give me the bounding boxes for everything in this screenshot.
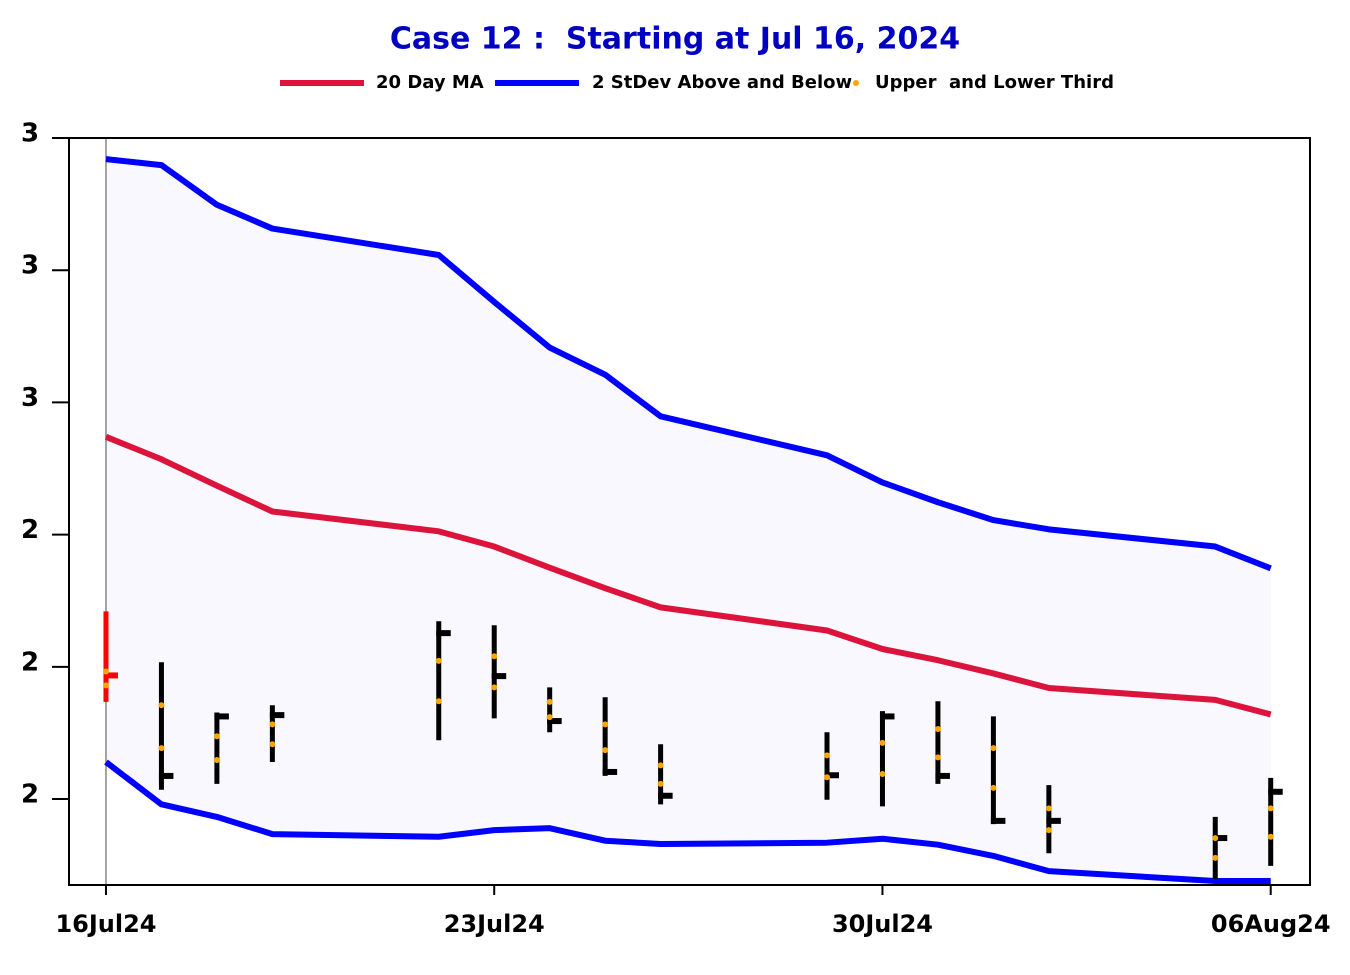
third-dot	[213, 733, 220, 740]
third-dot	[102, 682, 109, 689]
legend-swatch	[853, 80, 859, 86]
x-tick-label: 16Jul24	[55, 910, 156, 938]
third-dot	[879, 770, 886, 777]
y-tick-label: 2	[21, 780, 39, 810]
third-dot	[491, 653, 498, 660]
x-tick-label: 23Jul24	[444, 910, 545, 938]
third-dot	[435, 698, 442, 705]
third-dot	[990, 745, 997, 752]
third-dot	[934, 754, 941, 761]
third-dot	[435, 657, 442, 664]
chart-title: Case 12 : Starting at Jul 16, 2024	[390, 22, 960, 57]
third-dot	[602, 747, 609, 754]
y-tick-label: 2	[21, 515, 39, 545]
third-dot	[879, 739, 886, 746]
y-tick-label: 2	[21, 647, 39, 677]
y-tick-label: 3	[21, 383, 39, 413]
third-dot	[1212, 835, 1219, 842]
third-dot	[546, 698, 553, 705]
upper-band	[105, 156, 1272, 572]
third-dot	[491, 684, 498, 691]
third-dot	[1212, 854, 1219, 861]
x-tick-label: 06Aug24	[1211, 910, 1331, 938]
third-dot	[657, 780, 664, 787]
third-dot	[158, 745, 165, 752]
third-dot	[1045, 827, 1052, 834]
ma-line	[104, 434, 1272, 718]
third-dot	[1267, 805, 1274, 812]
legend-label: 20 Day MA	[376, 72, 484, 93]
third-dot	[1267, 833, 1274, 840]
third-dot	[213, 757, 220, 764]
band-fill	[105, 159, 1271, 882]
third-dot	[990, 784, 997, 791]
x-tick-label: 30Jul24	[832, 910, 933, 938]
y-tick-label: 3	[21, 119, 39, 149]
third-dot	[934, 725, 941, 732]
third-dot	[1045, 805, 1052, 812]
lower-band	[104, 759, 1271, 885]
legend-label: Upper and Lower Third	[875, 72, 1114, 93]
legend-label: 2 StDev Above and Below	[592, 72, 852, 93]
third-dot	[269, 721, 276, 728]
third-dot	[657, 762, 664, 769]
y-tick-label: 3	[21, 251, 39, 281]
third-dot	[102, 668, 109, 675]
plot-frame	[68, 137, 1311, 886]
third-dot	[824, 752, 831, 759]
third-dot	[824, 774, 831, 781]
third-dot	[269, 741, 276, 748]
third-dot	[546, 714, 553, 721]
third-dot	[602, 721, 609, 728]
third-dot	[158, 702, 165, 709]
